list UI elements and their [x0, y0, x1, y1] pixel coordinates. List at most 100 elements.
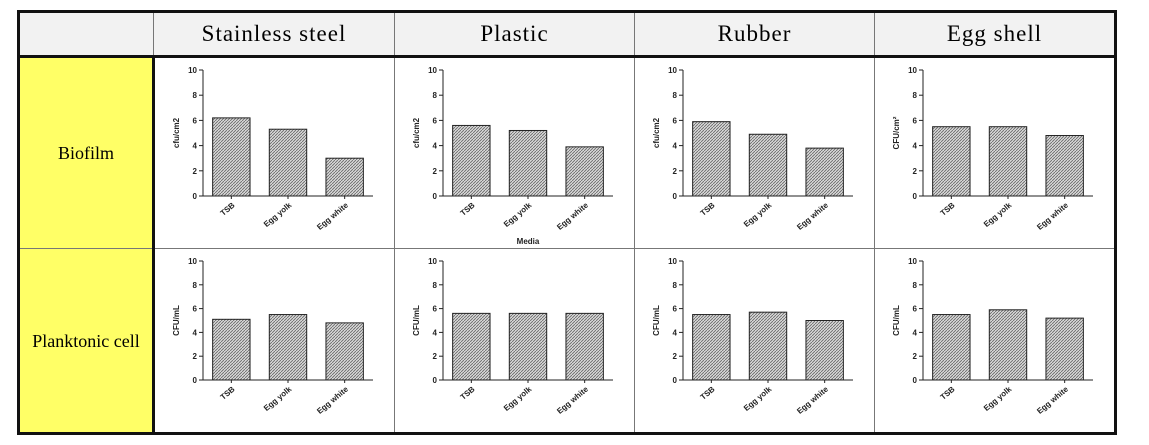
chart: 0 2 4 6 8 10 CFU/mL TSB Egg yolk Egg white [892, 257, 1093, 416]
x-tick-label: Egg white [795, 200, 830, 232]
y-tick-label: 2 [673, 352, 678, 361]
bar [988, 309, 1028, 381]
y-tick-label: 8 [673, 91, 678, 100]
y-tick-label: 4 [673, 142, 678, 151]
bar [1045, 317, 1084, 381]
y-tick-label: 4 [433, 142, 438, 151]
bar [692, 314, 731, 381]
y-tick-label: 10 [428, 257, 437, 266]
y-tick-label: 2 [193, 352, 198, 361]
y-tick-label: 8 [193, 281, 198, 290]
x-tick-label: TSB [699, 384, 717, 401]
x-axis-label: Media [517, 237, 540, 246]
y-tick-label: 0 [193, 376, 198, 385]
corner-cell [18, 11, 154, 58]
y-tick-label: 10 [428, 66, 437, 75]
chart-cell: 0 2 4 6 8 10 CFU/mL TSB Egg yolk Egg white [634, 248, 875, 434]
y-tick-label: 2 [433, 167, 438, 176]
x-tick-label: TSB [699, 200, 717, 217]
chart-cell: 0 2 4 6 8 10 CFU/mL TSB Egg yolk Egg white [153, 248, 395, 434]
chart-cell: 0 2 4 6 8 10 CFU/cm² TSB Egg yolk Egg white [874, 56, 1116, 249]
chart-cell: 0 2 4 6 8 10 cfu/cm2 Media TSB Egg yolk Egg white [394, 56, 635, 249]
bar [268, 314, 308, 381]
y-axis-label: CFU/mL [652, 305, 661, 336]
bar [988, 126, 1028, 197]
y-tick-label: 6 [913, 305, 918, 314]
y-tick-label: 8 [913, 281, 918, 290]
x-tick-label: Egg yolk [502, 384, 534, 413]
bar [1045, 135, 1084, 197]
bar [748, 311, 788, 381]
y-axis-label: CFU/mL [892, 305, 901, 336]
y-tick-label: 4 [193, 142, 198, 151]
y-tick-label: 4 [913, 328, 918, 337]
y-tick-label: 6 [193, 116, 198, 125]
x-tick-label: Egg yolk [262, 384, 294, 413]
y-tick-label: 4 [433, 328, 438, 337]
bar [805, 147, 844, 197]
chart: 0 2 4 6 8 10 cfu/cm2 TSB Egg yolk Egg white [652, 66, 853, 232]
bar [452, 124, 491, 197]
y-tick-label: 0 [673, 192, 678, 201]
x-tick-label: TSB [939, 384, 957, 401]
x-tick-label: Egg yolk [982, 200, 1014, 229]
x-tick-label: TSB [459, 200, 477, 217]
x-tick-label: Egg white [555, 200, 590, 232]
x-tick-label: Egg white [555, 384, 590, 416]
y-tick-label: 10 [188, 66, 197, 75]
bar [565, 146, 604, 197]
y-tick-label: 0 [913, 192, 918, 201]
y-tick-label: 10 [188, 257, 197, 266]
y-tick-label: 6 [913, 116, 918, 125]
y-axis-label: cfu/cm2 [652, 117, 661, 148]
y-tick-label: 6 [433, 116, 438, 125]
column-header: Stainless steel [153, 11, 395, 58]
y-tick-label: 10 [908, 257, 917, 266]
y-tick-label: 0 [193, 192, 198, 201]
column-header: Rubber [634, 11, 875, 58]
x-tick-label: Egg white [315, 200, 350, 232]
bar [508, 129, 548, 197]
bar [508, 312, 548, 381]
chart: 0 2 4 6 8 10 CFU/mL TSB Egg yolk Egg white [652, 257, 853, 416]
y-tick-label: 2 [673, 167, 678, 176]
y-tick-label: 0 [433, 376, 438, 385]
row-header: Planktonic cell [18, 248, 155, 434]
chart: 0 2 4 6 8 10 cfu/cm2 Media TSB Egg yolk Egg white [412, 66, 613, 246]
y-axis-label: CFU/mL [172, 305, 181, 336]
y-tick-label: 4 [913, 142, 918, 151]
bar [932, 126, 971, 197]
chart: 0 2 4 6 8 10 CFU/cm² TSB Egg yolk Egg white [892, 66, 1093, 232]
y-tick-label: 0 [433, 192, 438, 201]
y-tick-label: 2 [913, 352, 918, 361]
y-axis-label: CFU/cm² [892, 116, 901, 149]
y-tick-label: 8 [433, 91, 438, 100]
y-tick-label: 10 [668, 257, 677, 266]
y-tick-label: 8 [673, 281, 678, 290]
bar [268, 128, 308, 197]
bar [565, 312, 604, 381]
x-tick-label: TSB [459, 384, 477, 401]
column-header: Egg shell [874, 11, 1116, 58]
bar [212, 117, 251, 197]
chart: 0 2 4 6 8 10 CFU/mL TSB Egg yolk Egg white [172, 257, 373, 416]
x-tick-label: Egg white [315, 384, 350, 416]
bar [932, 314, 971, 381]
chart-cell: 0 2 4 6 8 10 cfu/cm2 TSB Egg yolk Egg white [634, 56, 875, 249]
bar [325, 157, 364, 197]
x-tick-label: TSB [219, 384, 237, 401]
column-header: Plastic [394, 11, 635, 58]
x-tick-label: Egg white [1035, 384, 1070, 416]
chart-cell: 0 2 4 6 8 10 CFU/mL TSB Egg yolk Egg white [874, 248, 1116, 434]
bar [452, 312, 491, 381]
y-tick-label: 4 [193, 328, 198, 337]
x-tick-label: Egg white [795, 384, 830, 416]
y-tick-label: 0 [913, 376, 918, 385]
x-tick-label: Egg yolk [742, 384, 774, 413]
y-axis-label: cfu/cm2 [412, 117, 421, 148]
bar [212, 318, 251, 381]
y-tick-label: 6 [433, 305, 438, 314]
results-table: Stainless steel Plastic Rubber Egg shell… [17, 10, 1117, 435]
y-tick-label: 8 [193, 91, 198, 100]
chart-cell: 0 2 4 6 8 10 cfu/cm2 TSB Egg yolk Egg white [153, 56, 395, 249]
